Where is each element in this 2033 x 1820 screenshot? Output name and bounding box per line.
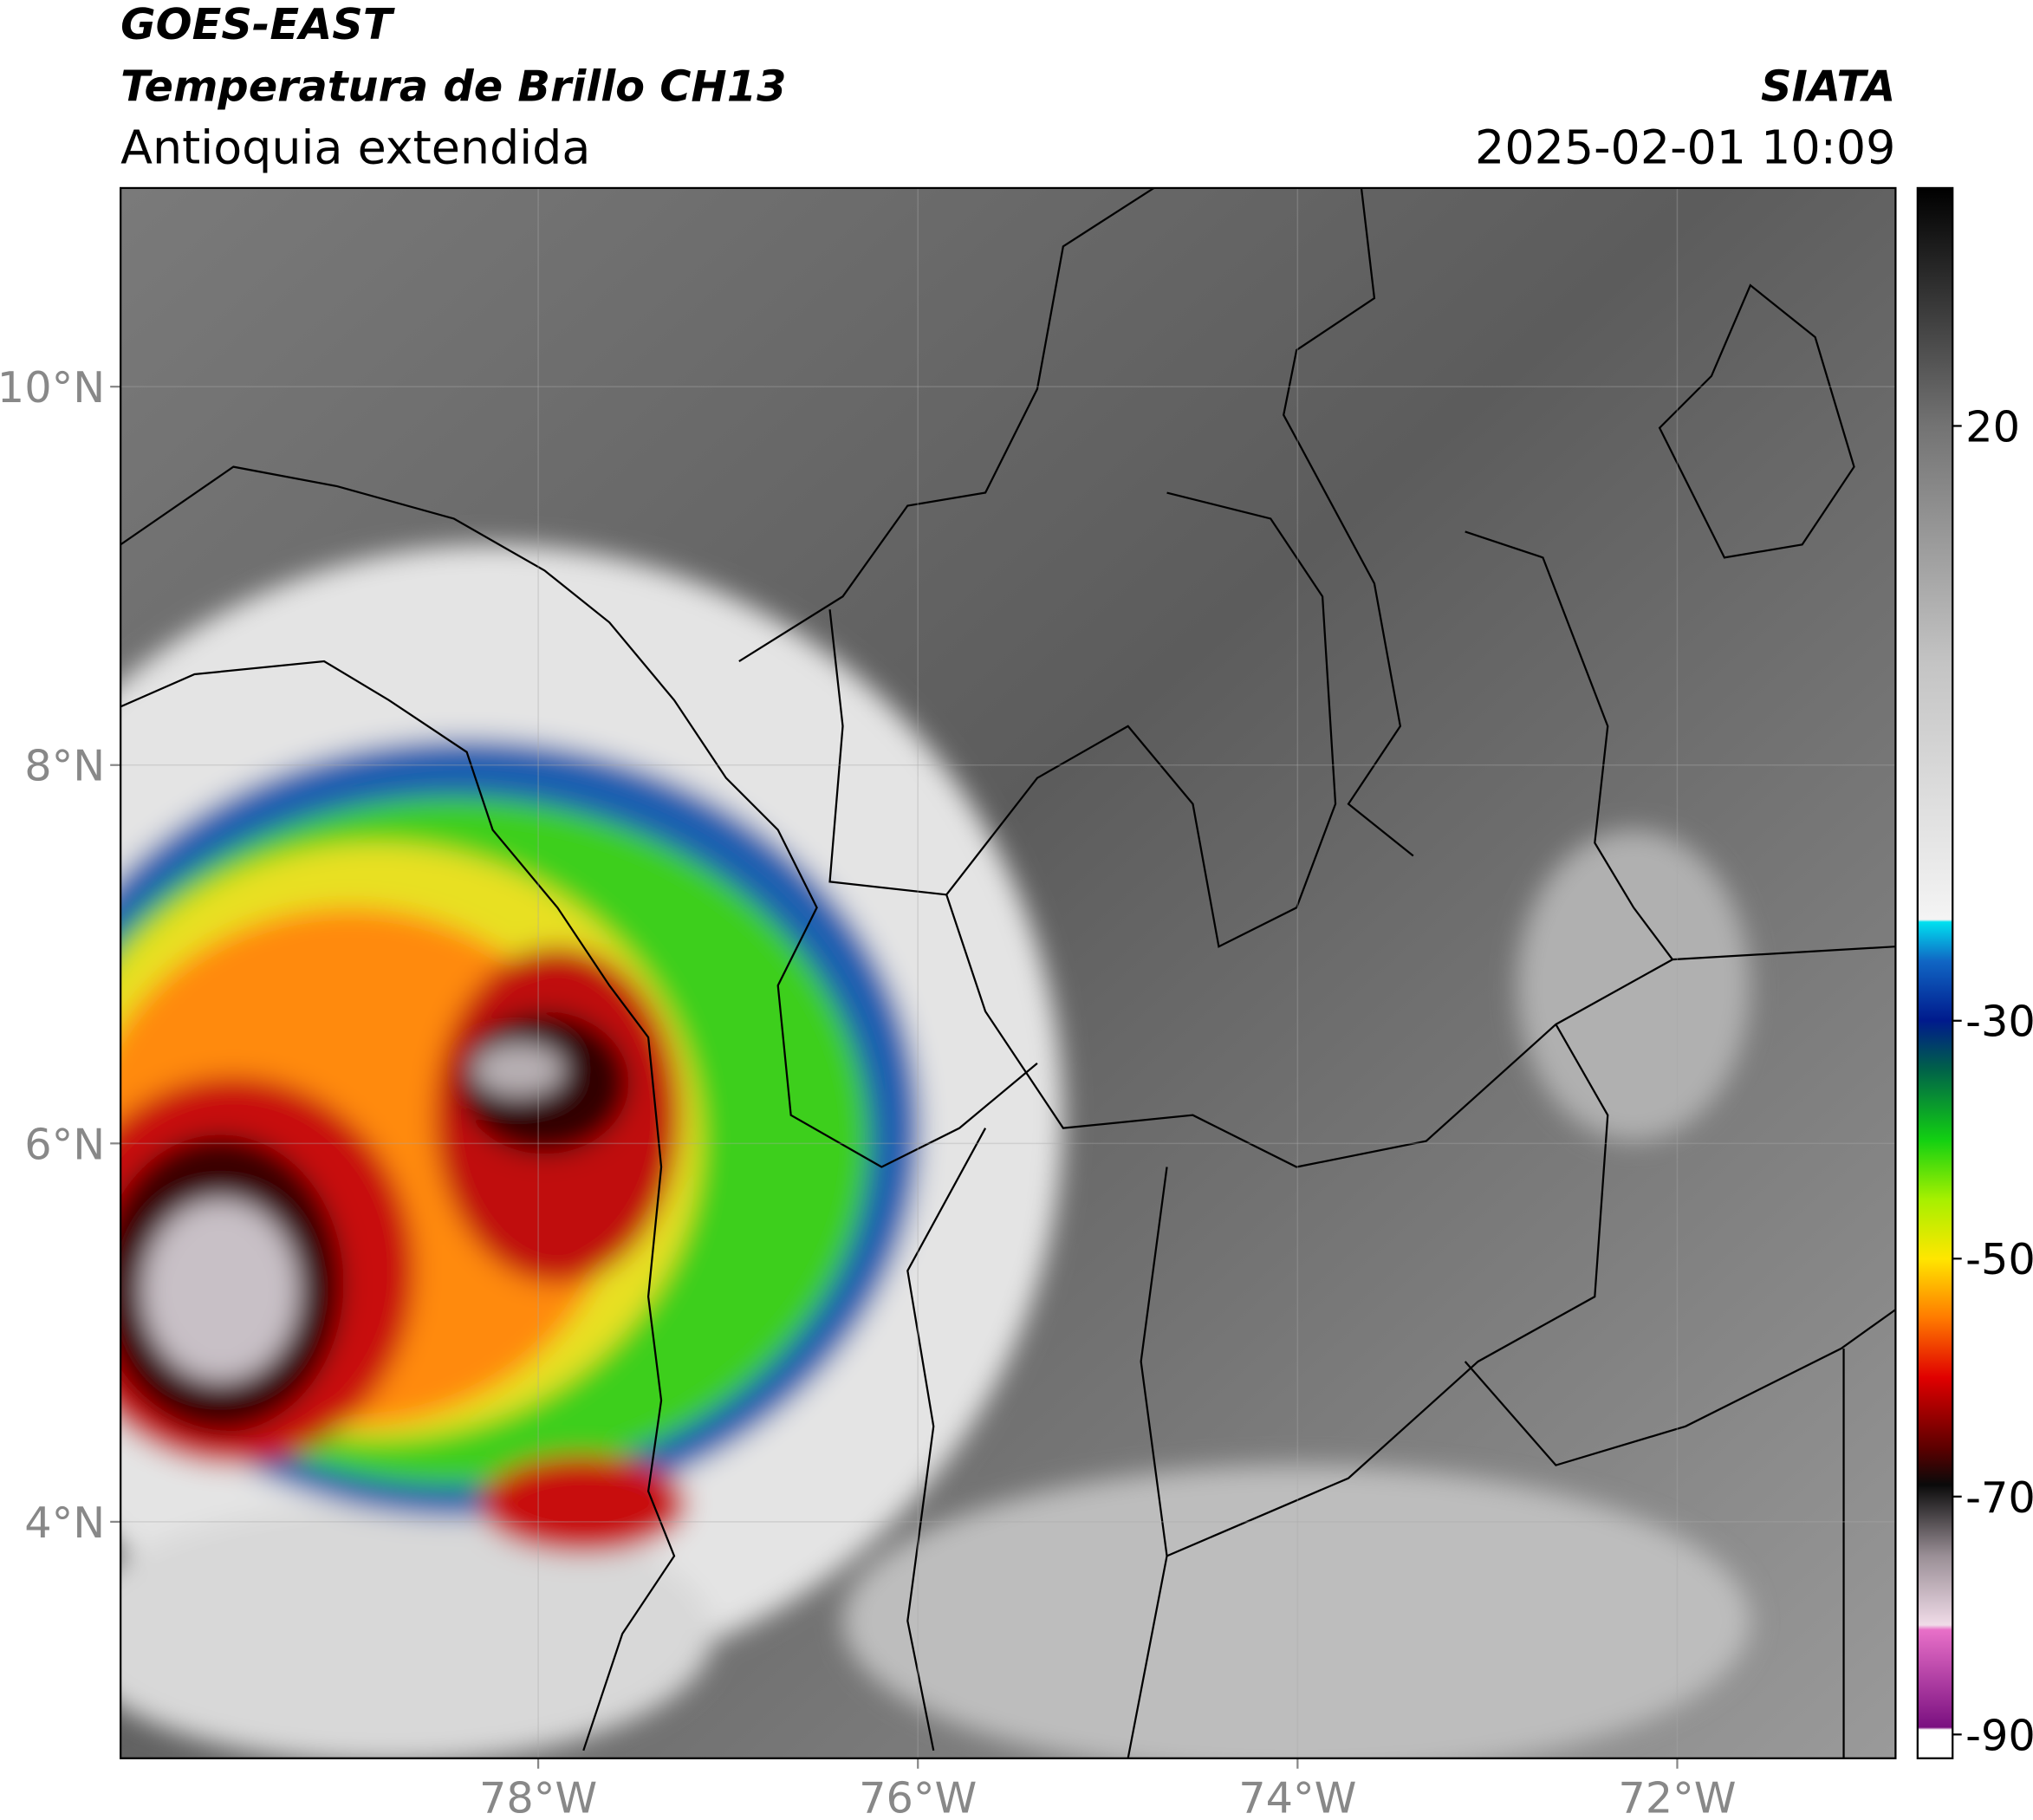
y-tick-label: 6°N [24, 1119, 105, 1169]
colorbar-scale [1916, 186, 1954, 1759]
colorbar: 20 -30 -50 -70 -90 [1916, 186, 2033, 1760]
colorbar-tick-label: -90 [1965, 1710, 2033, 1760]
y-tick-label: 10°N [0, 362, 105, 413]
border [945, 894, 1896, 1168]
x-tick-label: 74°W [1238, 1773, 1356, 1820]
x-tick-label: 76°W [859, 1773, 977, 1820]
y-tick-label: 8°N [24, 741, 105, 791]
border [1127, 1167, 1168, 1758]
coastline [120, 465, 1038, 1168]
subtitle: Temperatura de Brillo CH13 [120, 62, 786, 112]
graticule: 78°W 76°W 74°W 72°W 4°N 6°N 8°N 10°N [0, 187, 1896, 1820]
datetime: 2025-02-01 10:09 [1475, 120, 1895, 175]
cloud-top [142, 1199, 299, 1381]
colorbar-tick-label: -50 [1965, 1234, 2033, 1284]
border [1166, 1024, 1609, 1557]
colorbar-tick-label: -70 [1965, 1472, 2033, 1523]
colorbar-tick-label: -30 [1965, 997, 2033, 1047]
cloud-red [479, 1454, 687, 1554]
source: SIATA [1761, 62, 1895, 112]
coastline [1658, 283, 1855, 559]
cloud [842, 1465, 1750, 1758]
map-image [120, 187, 1896, 1758]
borders [120, 187, 1896, 1758]
border [906, 1128, 987, 1752]
coastline [738, 187, 1155, 662]
border [1465, 530, 1673, 960]
title: GOES-EAST [120, 0, 395, 49]
cloud-top [473, 1043, 564, 1096]
map-frame [120, 186, 1897, 1759]
colorbar-tick-label: 20 [1965, 401, 2020, 452]
x-tick-label: 72°W [1618, 1773, 1736, 1820]
cloud-field [120, 544, 1750, 1758]
y-tick-label: 4°N [24, 1498, 105, 1548]
coastline [120, 660, 676, 1752]
cloud [1517, 829, 1750, 1141]
x-tick-label: 78°W [479, 1773, 597, 1820]
cloud [120, 1504, 713, 1758]
border [1464, 1309, 1896, 1466]
region: Antioquia extendida [120, 120, 590, 175]
border [1283, 187, 1414, 857]
border [828, 491, 1337, 948]
